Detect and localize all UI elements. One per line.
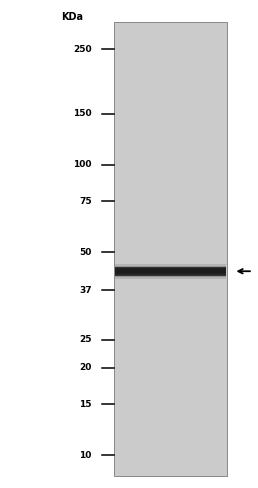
Bar — [115, 269, 226, 273]
Text: 20: 20 — [79, 364, 92, 372]
Text: KDa: KDa — [61, 12, 83, 22]
Bar — [115, 267, 226, 276]
Text: 150: 150 — [73, 109, 92, 118]
Text: 15: 15 — [79, 400, 92, 408]
Bar — [115, 264, 226, 279]
Text: 10: 10 — [79, 451, 92, 460]
Bar — [115, 266, 226, 277]
Bar — [114, 22, 227, 476]
Bar — [115, 268, 226, 275]
Text: 37: 37 — [79, 285, 92, 295]
Text: 100: 100 — [73, 160, 92, 169]
Bar — [115, 268, 226, 274]
Text: 250: 250 — [73, 44, 92, 54]
Text: 75: 75 — [79, 197, 92, 205]
Text: 50: 50 — [79, 248, 92, 257]
Text: 25: 25 — [79, 335, 92, 344]
